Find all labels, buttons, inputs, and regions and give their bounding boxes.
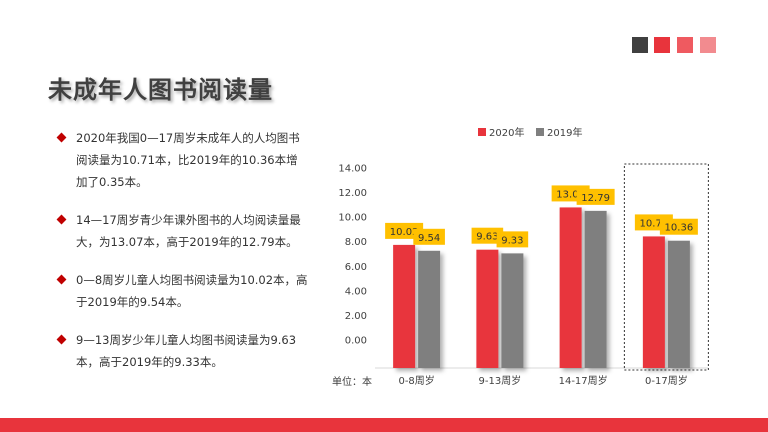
bar-2019 <box>501 253 524 368</box>
data-label: 10.71 <box>640 218 669 229</box>
bullet-text: 9—13周岁少年儿童人均图书阅读量为9.63本，高于2019年的9.33本。 <box>76 333 297 369</box>
x-tick-label: 14-17周岁 <box>559 374 608 387</box>
legend-label: 2020年 <box>489 126 524 139</box>
data-label: 9.63 <box>476 232 498 243</box>
decor-square-1 <box>632 37 648 53</box>
bullet-text: 0—8周岁儿童人均图书阅读量为10.02本，高于2019年的9.54本。 <box>76 273 308 309</box>
data-label: 10.36 <box>665 223 694 234</box>
y-tick-label: 14.00 <box>338 164 367 175</box>
decor-square-2 <box>654 37 670 53</box>
bar-2020 <box>476 249 499 368</box>
bar-2019 <box>418 250 441 368</box>
decor-square-4 <box>700 37 716 53</box>
data-label: 12.79 <box>581 193 610 204</box>
data-label-bg <box>576 188 615 205</box>
bullet-text: 14—17周岁青少年课外图书的人均阅读量最大，为13.07本，高于2019年的1… <box>76 213 301 249</box>
decor-square-3 <box>677 37 693 53</box>
y-axis-unit: 单位：本 <box>332 375 372 388</box>
y-tick-label: 0.00 <box>345 336 367 347</box>
bullet-item: 0—8周岁儿童人均图书阅读量为10.02本，高于2019年的9.54本。 <box>56 269 308 313</box>
bar-2019 <box>667 240 690 368</box>
data-label-bg <box>659 218 698 235</box>
legend-label: 2019年 <box>547 126 582 139</box>
x-tick-label: 9-13周岁 <box>479 374 522 387</box>
y-tick-label: 10.00 <box>338 213 367 224</box>
x-tick-label: 0-8周岁 <box>398 374 434 387</box>
data-label: 10.02 <box>390 227 419 238</box>
data-label: 13.07 <box>556 189 585 200</box>
legend-swatch <box>478 128 486 136</box>
bullet-item: 14—17周岁青少年课外图书的人均阅读量最大，为13.07本，高于2019年的1… <box>56 209 308 253</box>
data-label: 9.33 <box>501 235 523 246</box>
data-label-bg <box>496 231 529 248</box>
bar-2020 <box>559 207 582 368</box>
bullet-item: 2020年我国0—17周岁未成年人的人均图书阅读量为10.71本，比2019年的… <box>56 127 308 193</box>
y-tick-label: 12.00 <box>338 188 367 199</box>
data-label-bg <box>413 228 445 245</box>
bullet-text: 2020年我国0—17周岁未成年人的人均图书阅读量为10.71本，比2019年的… <box>76 131 300 189</box>
y-tick-label: 2.00 <box>345 311 367 322</box>
legend-swatch <box>536 128 544 136</box>
bar-2019 <box>584 210 607 368</box>
bottom-bar <box>0 418 768 432</box>
bar-2020 <box>642 236 665 368</box>
data-label-bg <box>471 227 504 244</box>
page-title: 未成年人图书阅读量 <box>48 76 273 104</box>
bar-2020 <box>393 244 416 368</box>
y-tick-label: 4.00 <box>345 286 367 297</box>
highlight-box <box>623 163 709 371</box>
x-tick-label: 0-17周岁 <box>645 374 688 387</box>
y-tick-label: 6.00 <box>345 262 367 273</box>
bullet-item: 9—13周岁少年儿童人均图书阅读量为9.63本，高于2019年的9.33本。 <box>56 329 308 373</box>
y-tick-label: 8.00 <box>345 237 367 248</box>
data-label: 9.54 <box>418 233 440 244</box>
bullet-list: 2020年我国0—17周岁未成年人的人均图书阅读量为10.71本，比2019年的… <box>56 127 308 389</box>
